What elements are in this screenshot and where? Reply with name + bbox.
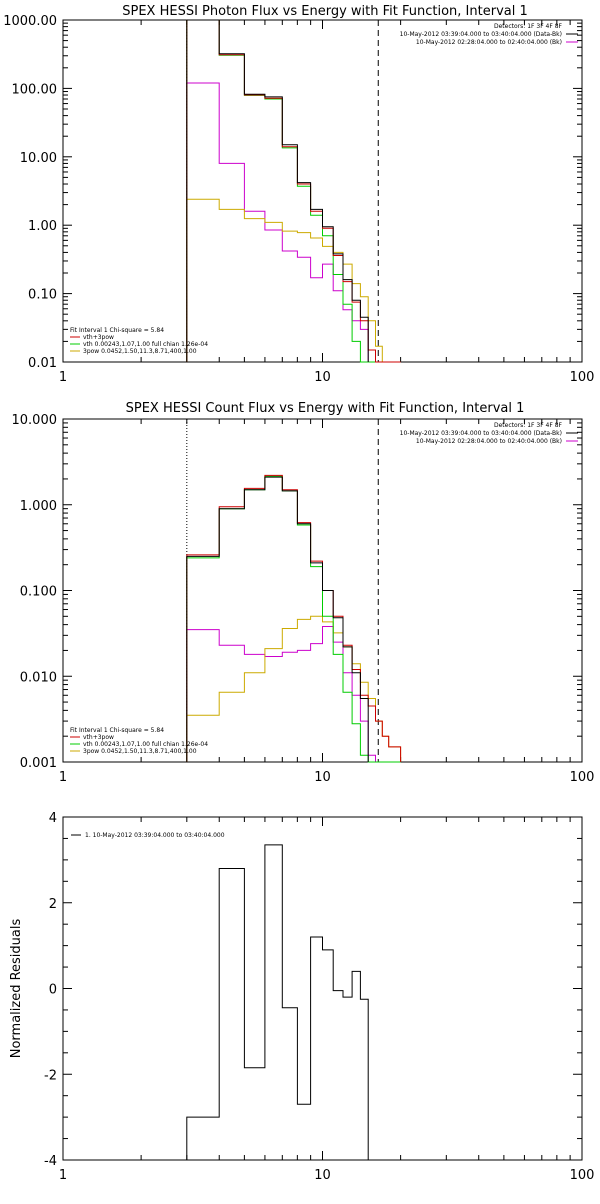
legend-bottom-entry: vth+3pow xyxy=(83,334,114,341)
y-tick-label: 100.00 xyxy=(12,82,58,97)
y-tick-label: 0.001 xyxy=(20,756,57,771)
x-tick-label: 10 xyxy=(314,1168,331,1183)
y-tick-label: 0.010 xyxy=(20,670,57,685)
y-tick-label: 2 xyxy=(49,897,57,912)
count-flux-chart: 1 10 100 0.001 0.010 0.100 1.000 10.000 Detector… xyxy=(12,413,595,785)
y-tick-label: 0.100 xyxy=(20,585,57,600)
legend-bottom-entry: Fit Interval 1 Chi-square = 5.84 xyxy=(70,327,164,334)
x-tick-label: 10 xyxy=(314,770,331,785)
legend-bottom-entry: vth 0.00243,1.07,1.00 full chian 1.26e-0… xyxy=(83,741,208,748)
series-3pow xyxy=(186,198,401,363)
chart-2-title: SPEX HESSI Count Flux vs Energy with Fit… xyxy=(126,401,525,416)
x-tick-label: 1 xyxy=(59,770,67,785)
legend-entry: 1. 10-May-2012 03:39:04.000 to 03:40:04.… xyxy=(85,832,225,839)
chart-1-title: SPEX HESSI Photon Flux vs Energy with Fi… xyxy=(122,4,528,19)
x-tick-label: 100 xyxy=(570,370,595,385)
x-tick-label: 10 xyxy=(314,370,331,385)
x-tick-label: 100 xyxy=(570,1168,595,1183)
legend-bottom-entry: 3pow 0.0452,1.50,11.3,8.71,400,1.00 xyxy=(83,748,197,755)
y-tick-label: -4 xyxy=(44,1154,57,1169)
y-axis-label: Normalized Residuals xyxy=(9,919,24,1059)
x-tick-label: 1 xyxy=(59,1168,67,1183)
legend-top-entry: Detectors: 1F 3F 4F 8F xyxy=(494,422,563,429)
series-data-bk xyxy=(186,19,369,362)
plot-frame xyxy=(62,816,583,1161)
y-tick-label: 1000.00 xyxy=(3,14,57,29)
x-tick-label: 1 xyxy=(59,370,67,385)
legend-top-entry: 10-May-2012 03:39:04.000 to 03:40:04.000… xyxy=(400,430,562,437)
residuals-chart: 1 10 100 -4 -2 0 2 4 Normalized Residuals 1. 10-M… xyxy=(9,811,594,1183)
legend-bottom-entry: Fit Interval 1 Chi-square = 5.84 xyxy=(70,727,164,734)
legend-bottom-entry: vth 0.00243,1.07,1.00 full chian 1.26e-0… xyxy=(83,341,208,348)
y-tick-label: 0 xyxy=(49,983,57,998)
legend-top-entry: 10-May-2012 02:28:04.000 to 02:40:04.000… xyxy=(416,438,562,445)
legend-bottom-entry: 3pow 0.0452,1.50,11.3,8.71,400,1.00 xyxy=(83,348,197,355)
series-data-bk xyxy=(186,476,369,762)
legend-top-entry: 10-May-2012 02:28:04.000 to 02:40:04.000… xyxy=(416,39,562,46)
x-tick-label: 100 xyxy=(570,770,595,785)
y-tick-label: 1.000 xyxy=(20,499,57,514)
legend-bottom-entry: vth+3pow xyxy=(83,734,114,741)
legend-top-entry: 10-May-2012 03:39:04.000 to 03:40:04.000… xyxy=(400,31,562,38)
photon-flux-chart: 1 10 100 0.01 0.10 1.00 10.00 100.00 1000.00 Dete… xyxy=(3,14,594,385)
legend-top-entry: Detectors: 1F 3F 4F 8F xyxy=(494,23,563,30)
y-tick-label: 0.10 xyxy=(28,288,57,303)
y-tick-label: -2 xyxy=(44,1068,57,1083)
series-residuals xyxy=(186,844,379,1161)
y-tick-label: 10.00 xyxy=(20,151,57,166)
y-tick-label: 10.000 xyxy=(12,413,58,428)
y-tick-label: 0.01 xyxy=(28,356,57,371)
y-tick-label: 4 xyxy=(49,811,57,826)
plot-frame xyxy=(62,19,583,363)
y-tick-label: 1.00 xyxy=(28,219,57,234)
